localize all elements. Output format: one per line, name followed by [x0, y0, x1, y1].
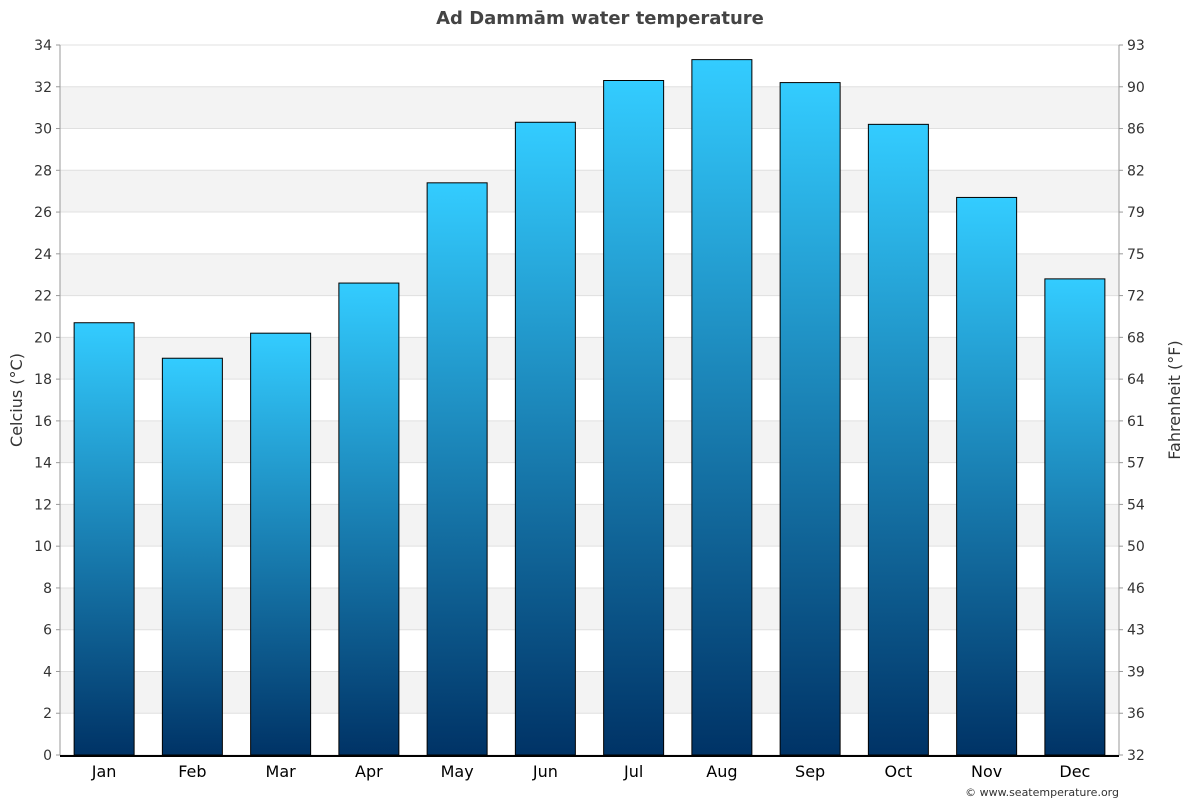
y-tick-label: 32 — [34, 80, 52, 96]
grid-band — [60, 86, 1119, 129]
grid-band — [60, 587, 1119, 630]
x-tick-label: Jan — [91, 762, 117, 781]
y2-tick-label: 50 — [1127, 539, 1145, 555]
y2-tick-label: 32 — [1127, 748, 1145, 764]
bar-dec — [1044, 278, 1106, 756]
y2-tick-label: 72 — [1127, 289, 1145, 305]
y2-tick-label: 82 — [1127, 163, 1145, 179]
grid-band — [60, 253, 1119, 296]
y-tick-label: 6 — [43, 623, 52, 639]
y-tick-label: 8 — [43, 581, 52, 597]
bar-jul — [603, 80, 665, 756]
x-tick-label: Aug — [706, 762, 737, 781]
y-tick-label: 28 — [34, 163, 52, 179]
y2-tick-label: 54 — [1127, 497, 1145, 513]
y-tick-label: 20 — [34, 330, 52, 346]
x-tick-label: Oct — [885, 762, 913, 781]
y-tick-label: 4 — [43, 664, 52, 680]
bar-jan — [73, 322, 135, 756]
x-tick-label: Jun — [532, 762, 558, 781]
bar-apr — [338, 282, 400, 756]
grid-band — [60, 337, 1119, 380]
y-tick-label: 10 — [34, 539, 52, 555]
y-tick-label: 22 — [34, 289, 52, 305]
y-tick-label: 16 — [34, 414, 52, 430]
y2-tick-label: 61 — [1127, 414, 1145, 430]
y-tick-label: 30 — [34, 122, 52, 138]
bar-feb — [161, 357, 223, 756]
bar-sep — [779, 82, 841, 756]
y-axis-label: Celcius (°C) — [7, 353, 26, 447]
grid-band — [60, 170, 1119, 213]
grid-band — [60, 671, 1119, 714]
y-tick-label: 34 — [34, 38, 52, 54]
y2-tick-label: 36 — [1127, 706, 1145, 722]
bar-nov — [956, 196, 1018, 756]
x-tick-label: Dec — [1059, 762, 1090, 781]
y-tick-label: 18 — [34, 372, 52, 388]
y-tick-label: 26 — [34, 205, 52, 221]
y2-tick-label: 75 — [1127, 247, 1145, 263]
y2-tick-label: 46 — [1127, 581, 1145, 597]
x-tick-label: Jul — [623, 762, 643, 781]
credit: © www.seatemperature.org — [965, 786, 1119, 799]
grid-band — [60, 504, 1119, 547]
y2-tick-label: 43 — [1127, 623, 1145, 639]
y-tick-label: 2 — [43, 706, 52, 722]
y-tick-label: 12 — [34, 497, 52, 513]
x-tick-label: Apr — [355, 762, 383, 781]
bar-aug — [691, 59, 753, 756]
y2-axis-label: Fahrenheit (°F) — [1165, 340, 1184, 459]
y2-tick-label: 93 — [1127, 38, 1145, 54]
y-tick-label: 14 — [34, 456, 52, 472]
x-tick-label: Feb — [178, 762, 206, 781]
y2-tick-label: 68 — [1127, 330, 1145, 346]
y2-tick-label: 90 — [1127, 80, 1145, 96]
y-tick-label: 0 — [43, 748, 52, 764]
y2-tick-label: 39 — [1127, 664, 1145, 680]
bar-jun — [514, 121, 576, 756]
bar-oct — [867, 123, 929, 756]
bar-may — [426, 182, 488, 756]
y2-tick-label: 64 — [1127, 372, 1145, 388]
bar-mar — [250, 332, 312, 756]
y2-tick-label: 57 — [1127, 456, 1145, 472]
y2-tick-label: 86 — [1127, 122, 1145, 138]
chart-title: Ad Dammām water temperature — [436, 8, 764, 29]
x-tick-label: Mar — [266, 762, 297, 781]
y-tick-label: 24 — [34, 247, 52, 263]
x-tick-label: Nov — [971, 762, 1002, 781]
grid-band — [60, 420, 1119, 463]
x-tick-label: Sep — [795, 762, 825, 781]
x-tick-label: May — [441, 762, 474, 781]
y2-tick-label: 79 — [1127, 205, 1145, 221]
